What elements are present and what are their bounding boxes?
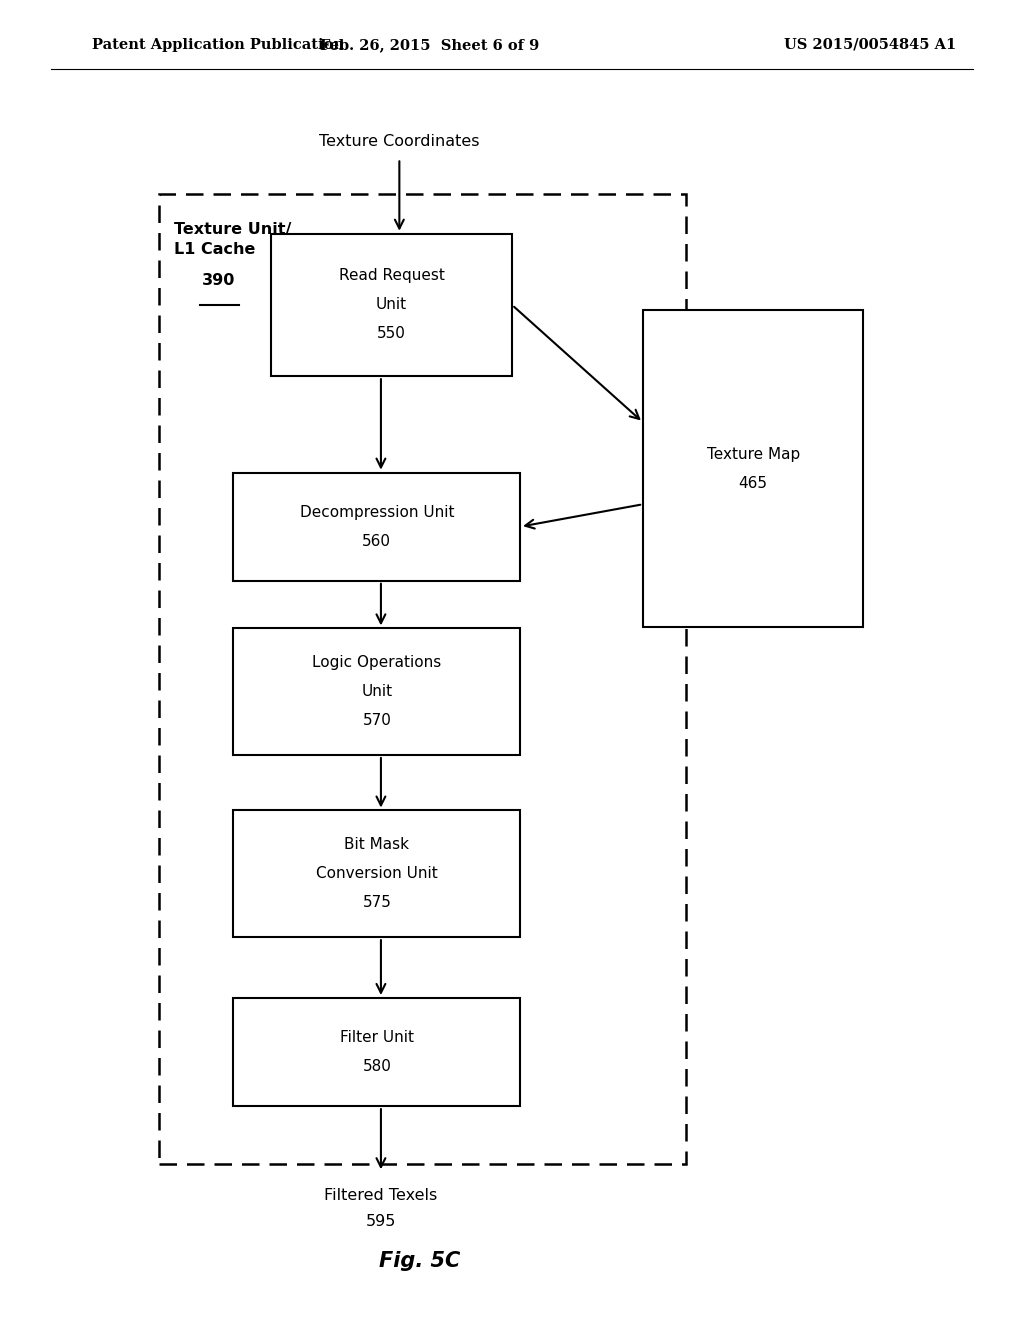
Text: Decompression Unit: Decompression Unit [300, 504, 454, 520]
Text: Filter Unit: Filter Unit [340, 1030, 414, 1045]
Text: Bit Mask: Bit Mask [344, 837, 410, 853]
Text: US 2015/0054845 A1: US 2015/0054845 A1 [784, 38, 956, 51]
Bar [233, 998, 520, 1106]
Text: Texture Map: Texture Map [707, 446, 800, 462]
Text: Texture Coordinates: Texture Coordinates [319, 133, 479, 149]
Text: Unit: Unit [376, 297, 408, 313]
Text: 465: 465 [738, 475, 768, 491]
Text: 550: 550 [377, 326, 407, 342]
Text: Patent Application Publication: Patent Application Publication [92, 38, 344, 51]
Text: Filtered Texels: Filtered Texels [325, 1188, 437, 1204]
Bar [271, 234, 512, 376]
Text: 580: 580 [362, 1059, 391, 1074]
Text: 560: 560 [362, 533, 391, 549]
Text: 575: 575 [362, 895, 391, 911]
Text: Feb. 26, 2015  Sheet 6 of 9: Feb. 26, 2015 Sheet 6 of 9 [321, 38, 540, 51]
Text: 595: 595 [366, 1213, 396, 1229]
Text: Read Request: Read Request [339, 268, 444, 284]
Bar [233, 473, 520, 581]
Bar [233, 810, 520, 937]
Bar [233, 628, 520, 755]
Text: Conversion Unit: Conversion Unit [316, 866, 437, 882]
Text: 570: 570 [362, 713, 391, 729]
Text: Unit: Unit [361, 684, 392, 700]
Bar [159, 194, 686, 1164]
Text: Texture Unit/
L1 Cache: Texture Unit/ L1 Cache [174, 222, 292, 256]
Text: Logic Operations: Logic Operations [312, 655, 441, 671]
Bar [643, 310, 863, 627]
Text: Fig. 5C: Fig. 5C [379, 1250, 461, 1271]
Text: 390: 390 [202, 273, 234, 288]
